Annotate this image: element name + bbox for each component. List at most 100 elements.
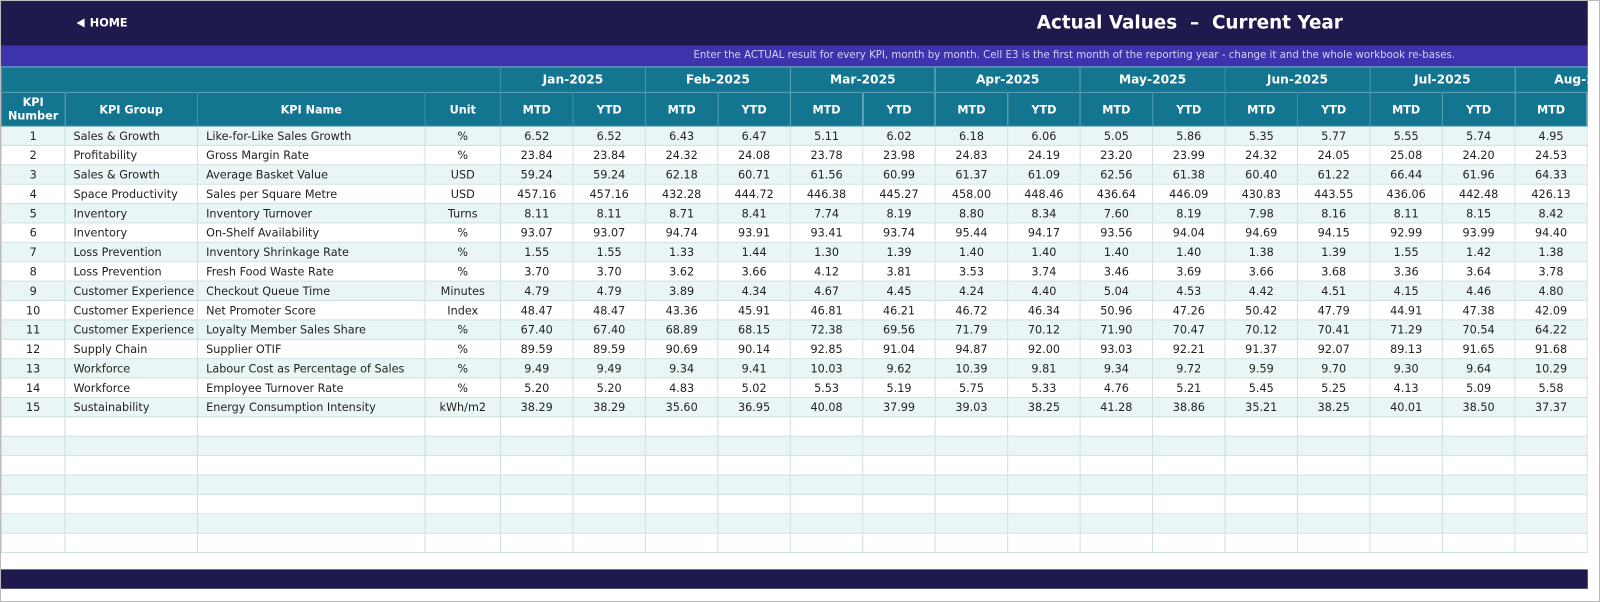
cell: 46.34 xyxy=(1007,300,1081,321)
cell: 60.99 xyxy=(862,164,936,185)
cell: 6.47 xyxy=(717,125,791,146)
empty-cell xyxy=(717,532,791,554)
empty-cell xyxy=(1007,455,1081,476)
cell: 72.38 xyxy=(789,319,864,340)
cell: % xyxy=(424,319,502,340)
cell: 70.12 xyxy=(1224,319,1298,340)
empty-cell xyxy=(500,513,574,534)
empty-cell xyxy=(1441,474,1516,495)
empty-cell xyxy=(500,416,574,437)
cell: 3.64 xyxy=(1441,261,1516,282)
cell: 4.80 xyxy=(1514,280,1588,302)
cell: 5.53 xyxy=(789,377,864,398)
cell: 67.40 xyxy=(572,319,646,340)
cell: Workforce xyxy=(64,358,198,379)
cell: 7 xyxy=(1,241,66,263)
cell: Sales & Growth xyxy=(64,164,198,185)
cell: 89.13 xyxy=(1369,338,1443,360)
cell: 8.34 xyxy=(1007,203,1081,224)
empty-cell xyxy=(717,455,791,476)
sub-header: YTD xyxy=(862,91,936,127)
empty-cell xyxy=(1296,474,1371,495)
empty-cell xyxy=(1224,435,1298,457)
cell: 38.25 xyxy=(1007,396,1081,418)
home-button[interactable]: HOME xyxy=(76,16,128,30)
cell: 95.44 xyxy=(934,222,1009,243)
data-row: 14 Workforce Employee Turnover Rate% 5.20 5.… xyxy=(1,377,1588,398)
empty-cell xyxy=(1,455,66,476)
empty-cell xyxy=(644,474,719,495)
cell: 5.86 xyxy=(1152,125,1226,146)
cell: Checkout Queue Time xyxy=(196,280,426,302)
empty-cell xyxy=(934,513,1009,534)
empty-cell xyxy=(1079,532,1154,554)
column-header: KPI Group xyxy=(64,91,198,127)
cell: 10.39 xyxy=(934,358,1009,379)
data-row: 4 Space Productivity Sales per Square Metr… xyxy=(1,183,1588,205)
empty-cell xyxy=(717,474,791,495)
cell: 93.03 xyxy=(1079,338,1154,360)
cell: 8.19 xyxy=(862,203,936,224)
cell: Index xyxy=(424,300,502,321)
home-label[interactable]: HOME xyxy=(89,16,128,30)
empty-cell xyxy=(572,532,646,554)
empty-cell xyxy=(789,474,864,495)
cell: 4.67 xyxy=(789,280,864,302)
sub-header: MTD xyxy=(500,91,574,127)
kpi-table: Jan-2025 Feb-2025 Mar-2025 Apr-2025 May-2025… xyxy=(1,66,1588,554)
cell: 8.15 xyxy=(1441,203,1516,224)
cell: 23.84 xyxy=(500,144,574,166)
empty-cell xyxy=(196,532,426,554)
cell: 93.07 xyxy=(500,222,574,243)
empty-cell xyxy=(1441,532,1516,554)
cell: 94.04 xyxy=(1152,222,1226,243)
cell: 5.04 xyxy=(1079,280,1154,302)
cell: 5 xyxy=(1,203,66,224)
data-row: 5 Inventory Inventory Turnover Turns 8.11 8.1… xyxy=(1,203,1588,224)
cell: 6.43 xyxy=(644,125,719,146)
cell: 94.74 xyxy=(644,222,719,243)
cell: Customer Experience xyxy=(64,280,198,302)
cell: % xyxy=(424,358,502,379)
cell: 92.00 xyxy=(1007,338,1081,360)
cell: 446.09 xyxy=(1152,183,1226,205)
empty-cell xyxy=(1224,513,1298,534)
cell: 6.18 xyxy=(934,125,1009,146)
cell: 4.46 xyxy=(1441,280,1516,302)
cell: 8.80 xyxy=(934,203,1009,224)
cell: 23.78 xyxy=(789,144,864,166)
cell: 92.21 xyxy=(1152,338,1226,360)
empty-cell xyxy=(1,493,66,515)
empty-cell xyxy=(196,455,426,476)
cell: 8.71 xyxy=(644,203,719,224)
sub-header: YTD xyxy=(1007,91,1081,127)
cell: 8 xyxy=(1,261,66,282)
empty-cell xyxy=(1079,416,1154,437)
note-strip: Enter the ACTUAL result for every KPI, m… xyxy=(1,45,1588,67)
cell: 42.09 xyxy=(1514,300,1588,321)
cell: 4.45 xyxy=(862,280,936,302)
empty-cell xyxy=(717,513,791,534)
cell: 10.03 xyxy=(789,358,864,379)
empty-cell xyxy=(196,493,426,515)
cell: 5.75 xyxy=(934,377,1009,398)
cell: 444.72 xyxy=(717,183,791,205)
empty-cell xyxy=(1,532,66,554)
empty-cell xyxy=(1296,455,1371,476)
cell: 7.98 xyxy=(1224,203,1298,224)
empty-cell xyxy=(1224,474,1298,495)
cell: 37.37 xyxy=(1514,396,1588,418)
empty-cell xyxy=(500,532,574,554)
cell: Sales & Growth xyxy=(64,125,198,146)
empty-cell xyxy=(934,493,1009,515)
cell: 24.08 xyxy=(717,144,791,166)
empty-cell xyxy=(424,532,502,554)
cell: 9.41 xyxy=(717,358,791,379)
cell: 92.85 xyxy=(789,338,864,360)
cell: 24.20 xyxy=(1441,144,1516,166)
empty-cell xyxy=(1007,532,1081,554)
cell: 24.05 xyxy=(1296,144,1371,166)
month-header: Aug-2025 xyxy=(1514,66,1588,93)
sub-header: MTD xyxy=(1369,91,1443,127)
empty-cell xyxy=(64,532,198,554)
